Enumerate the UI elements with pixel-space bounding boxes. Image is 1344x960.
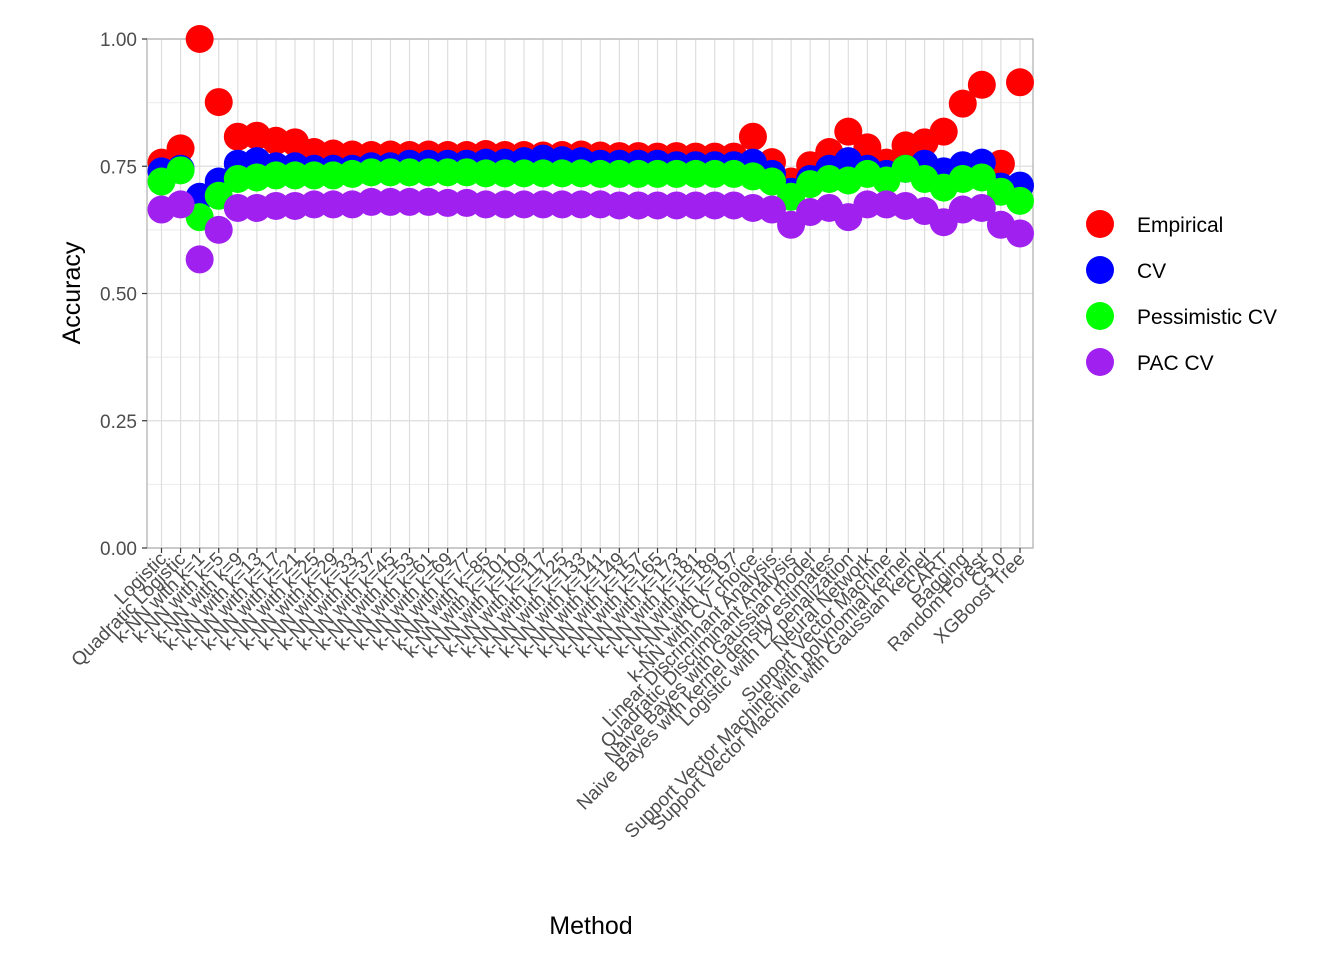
legend-key [1086,348,1114,376]
legend-label: Pessimistic CV [1137,306,1277,329]
y-tick-label: 0.25 [100,412,137,433]
data-point [204,215,233,244]
y-axis-title: Accuracy [58,241,86,344]
grid-lines [147,38,1033,549]
y-tick-label: 0.75 [100,157,137,178]
y-tick-label: 0.50 [100,285,137,306]
y-axis-ticks: 0.00 0.25 0.50 0.75 1.00 [100,30,147,560]
series-pac-cv [147,187,1034,274]
data-point [967,163,996,192]
data-point [967,193,996,222]
data-point [185,25,214,53]
series-pessimistic-cv [147,154,1034,232]
data-point [166,134,195,163]
data-point [185,245,214,274]
y-tick-label: 1.00 [100,30,137,51]
legend-key [1086,256,1114,284]
data-point [1006,68,1034,97]
data-point [738,122,767,151]
legend-label: Empirical [1137,214,1223,237]
x-axis-title: Method [549,912,632,940]
data-point [204,88,233,117]
data-point [834,117,863,146]
data-points [147,25,1034,274]
data-point [929,117,958,146]
legend-key [1086,302,1114,330]
legend-key [1086,210,1114,238]
data-point [967,70,996,99]
data-point [757,167,786,196]
legend-label: PAC CV [1137,352,1214,375]
data-point [757,195,786,224]
data-point [1006,186,1034,215]
data-point [948,89,977,118]
data-point [166,190,195,219]
data-point [1006,219,1034,248]
y-tick-label: 0.00 [100,539,137,560]
legend-label: CV [1137,260,1166,283]
data-point [166,156,195,185]
legend: Empirical CV Pessimistic CV PAC CV [1086,210,1277,376]
